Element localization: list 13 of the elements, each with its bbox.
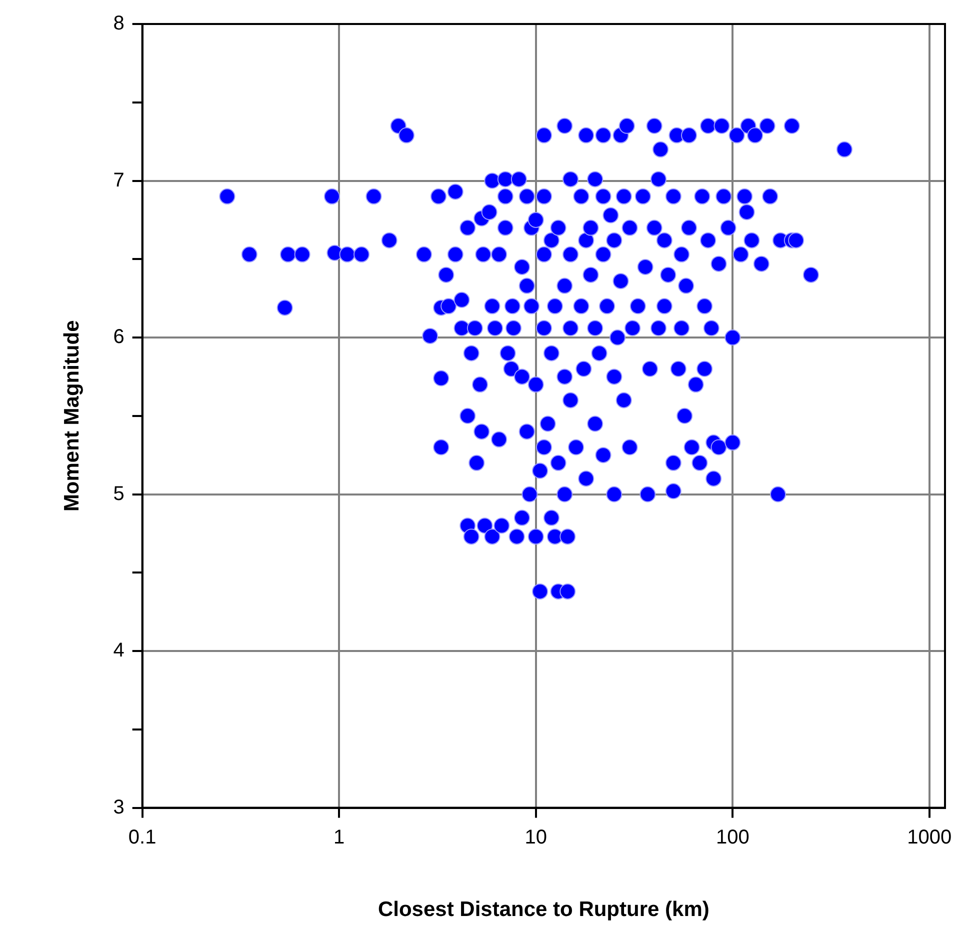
x-tick-label: 100: [716, 826, 750, 848]
y-tick-label: 6: [113, 326, 124, 348]
y-tick-label: 3: [113, 796, 124, 818]
x-tick-label: 10: [524, 826, 547, 848]
y-tick-label: 5: [113, 482, 124, 505]
y-axis-title: Moment Magnitude: [60, 320, 84, 512]
y-tick-label: 4: [113, 640, 124, 662]
x-tick-label: 0.1: [128, 826, 156, 848]
x-tick-label: 1000: [907, 826, 952, 848]
y-tick-label: 8: [113, 12, 124, 35]
x-tick-label: 1: [334, 826, 345, 848]
x-axis-title: Closest Distance to Rupture (km): [378, 898, 710, 922]
y-tick-label: 7: [113, 169, 124, 192]
